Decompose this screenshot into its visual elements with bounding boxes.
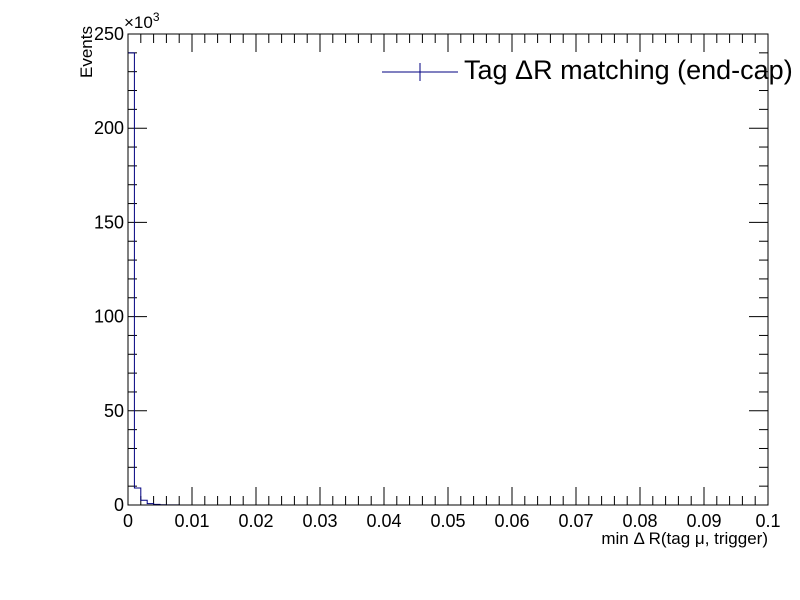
y-multiplier: ×103 bbox=[124, 10, 160, 32]
x-tick-label: 0.03 bbox=[302, 511, 337, 531]
x-tick-label: 0.08 bbox=[622, 511, 657, 531]
y-tick-label: 150 bbox=[94, 212, 124, 232]
y-tick-labels: 0 50 100 150 200 250 bbox=[94, 24, 124, 515]
x-tick-label: 0.05 bbox=[430, 511, 465, 531]
legend: Tag ΔR matching (end-cap) bbox=[382, 55, 793, 85]
y-tick-label: 0 bbox=[114, 495, 124, 515]
x-tick-label: 0.1 bbox=[755, 511, 780, 531]
x-tick-labels: 0 0.01 0.02 0.03 0.04 0.05 0.06 0.07 0.08 0.09 0.1 bbox=[123, 511, 781, 531]
y-multiplier-exponent: 3 bbox=[153, 10, 160, 24]
x-tick-label: 0.06 bbox=[494, 511, 529, 531]
x-tick-label: 0.02 bbox=[238, 511, 273, 531]
x-tick-label: 0.09 bbox=[686, 511, 721, 531]
x-tick-label: 0 bbox=[123, 511, 133, 531]
x-tick-label: 0.04 bbox=[366, 511, 401, 531]
y-axis-title: Events bbox=[77, 26, 96, 78]
x-tick-label: 0.01 bbox=[174, 511, 209, 531]
y-tick-label: 200 bbox=[94, 118, 124, 138]
y-tick-label: 50 bbox=[104, 401, 124, 421]
x-tick-label: 0.07 bbox=[558, 511, 593, 531]
y-tick-label: 250 bbox=[94, 24, 124, 44]
y-tick-label: 100 bbox=[94, 307, 124, 327]
legend-entry-label: Tag ΔR matching (end-cap) bbox=[464, 55, 793, 85]
x-axis-title: min Δ R(tag μ, trigger) bbox=[601, 529, 768, 548]
plot-frame bbox=[127, 33, 769, 506]
y-multiplier-base: ×10 bbox=[124, 13, 153, 32]
